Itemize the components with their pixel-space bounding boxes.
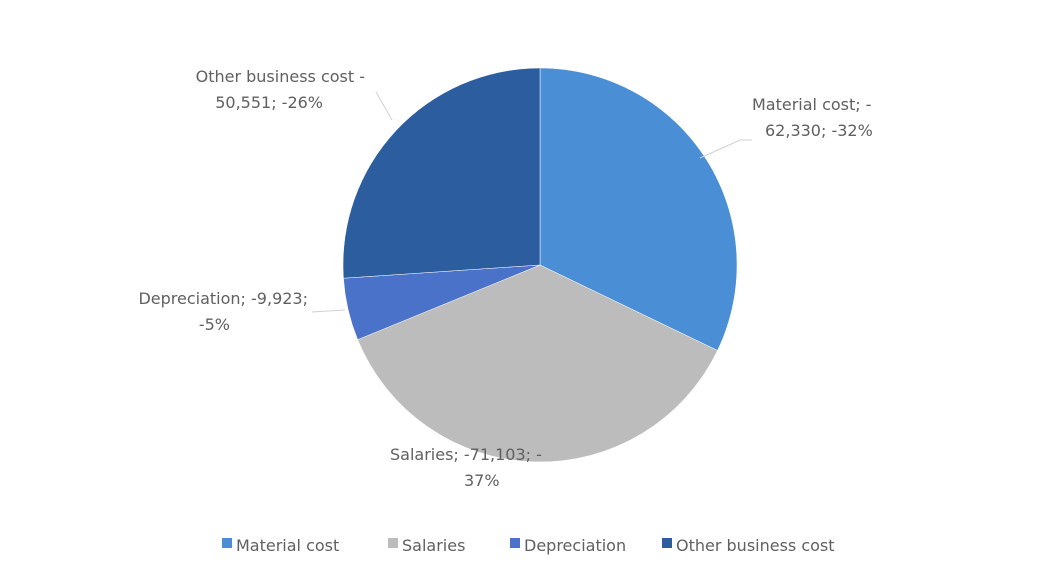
- leader-line: [311, 309, 346, 313]
- legend: Material cost Salaries Depreciation Other b…: [222, 536, 835, 555]
- data-label: 37%: [464, 471, 500, 490]
- legend-swatch: [662, 538, 672, 548]
- data-label: 50,551; -26%: [215, 93, 323, 112]
- legend-label: Salaries: [402, 536, 465, 555]
- data-label: Material cost; -: [752, 95, 872, 114]
- legend-label: Material cost: [236, 536, 339, 555]
- data-label: Salaries; -71,103; -: [390, 445, 542, 464]
- leader-line: [699, 139, 752, 159]
- leader-line: [375, 91, 393, 121]
- pie-slice: [357, 264, 718, 463]
- pie: [342, 67, 738, 463]
- legend-swatch: [510, 538, 520, 548]
- data-label: -5%: [199, 315, 230, 334]
- legend-swatch: [388, 538, 398, 548]
- data-label: 62,330; -32%: [765, 121, 873, 140]
- legend-label: Other business cost: [676, 536, 835, 555]
- legend-label: Depreciation: [524, 536, 626, 555]
- data-label: Depreciation; -9,923;: [138, 289, 308, 308]
- legend-swatch: [222, 538, 232, 548]
- data-label: Other business cost -: [196, 67, 365, 86]
- pie-slice: [539, 67, 738, 351]
- pie-slice: [342, 67, 541, 279]
